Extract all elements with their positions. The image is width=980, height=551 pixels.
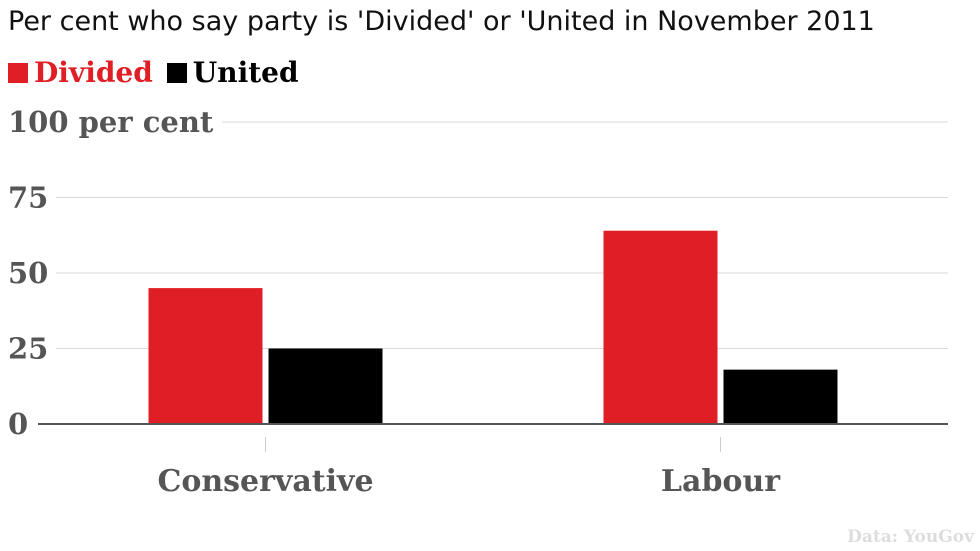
bar-united-conservative [268,348,383,424]
legend-item-divided: Divided [8,56,153,89]
legend-swatch-united [166,62,187,83]
legend-item-united: United [166,56,299,89]
x-category-label: Conservative [157,464,373,499]
legend-label-united: United [192,56,299,89]
bar-united-labour [723,369,838,424]
data-source: Data: YouGov [847,527,974,547]
bar-divided-labour [603,230,718,424]
x-category-label: Labour [661,464,781,499]
bar-divided-conservative [148,288,263,424]
legend-swatch-divided [8,62,28,83]
y-tick-label: 25 [8,332,48,366]
y-tick-label: 75 [8,181,48,215]
y-tick-label: 50 [8,256,48,290]
chart-legend: Divided United [8,56,313,89]
chart-title: Per cent who say party is 'Divided' or '… [8,6,875,37]
legend-label-divided: Divided [34,56,153,89]
y-tick-label: 0 [8,407,28,441]
y-tick-label: 100 per cent [8,105,214,139]
